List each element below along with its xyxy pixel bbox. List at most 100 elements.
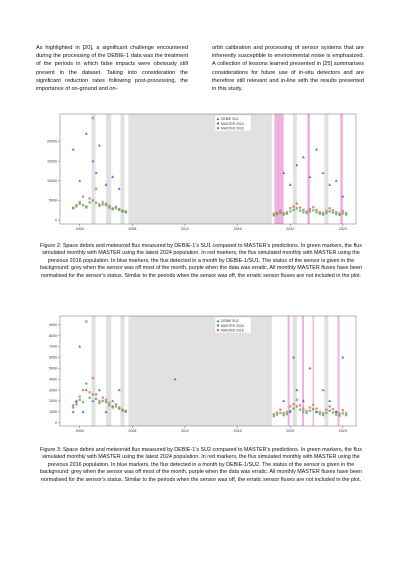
sensor-off-band	[324, 114, 329, 224]
flux-point	[124, 410, 128, 414]
flux-point	[311, 407, 315, 411]
flux-point	[275, 413, 279, 416]
sensor-off-band	[292, 114, 297, 224]
flux-point	[315, 407, 318, 410]
y-tick-label: 0	[55, 421, 57, 425]
flux-point	[71, 206, 75, 210]
flux-point	[111, 175, 115, 178]
flux-point	[85, 320, 88, 323]
flux-point	[301, 399, 305, 403]
flux-point	[117, 208, 121, 212]
flux-point	[295, 388, 299, 392]
flux-point	[344, 213, 348, 216]
legend-marker	[216, 127, 220, 130]
flux-point	[325, 211, 328, 215]
flux-point	[334, 212, 338, 216]
flux-point	[85, 382, 88, 385]
flux-point	[331, 211, 335, 214]
flux-point	[285, 410, 289, 414]
legend-marker	[216, 329, 220, 332]
flux-point	[84, 388, 88, 392]
x-tick-label: 2012	[181, 429, 189, 433]
flux-point	[279, 408, 282, 411]
y-tick-label: 1000	[49, 410, 57, 414]
flux-point	[75, 205, 78, 208]
flux-point	[101, 203, 105, 206]
flux-point	[114, 206, 118, 210]
flux-point	[341, 408, 345, 412]
flux-point	[298, 209, 302, 212]
flux-point	[334, 410, 338, 413]
x-tick-label: 2024	[339, 227, 347, 231]
figure-2-caption: Figure 2: Space debris and meteoroid flu…	[39, 243, 362, 279]
flux-point	[308, 409, 312, 413]
legend-label: DEBIE SU2	[221, 319, 239, 323]
flux-point	[75, 402, 78, 406]
legend-label: MASTER 2024	[221, 324, 244, 328]
flux-point	[272, 412, 276, 416]
flux-point	[318, 410, 322, 414]
flux-point	[318, 212, 322, 216]
flux-point	[325, 411, 328, 415]
flux-point	[275, 212, 279, 216]
x-tick-label: 2016	[234, 429, 242, 433]
flux-point	[295, 163, 299, 167]
flux-point	[101, 396, 105, 399]
flux-point	[78, 179, 82, 182]
flux-point	[275, 411, 279, 414]
flux-point	[321, 413, 325, 417]
flux-point	[114, 402, 118, 406]
flux-point	[311, 403, 315, 407]
flux-point	[334, 210, 338, 214]
flux-point	[321, 388, 325, 392]
flux-point	[78, 344, 82, 348]
legend-box	[214, 316, 252, 334]
flux-point	[318, 412, 322, 416]
flux-point	[91, 199, 95, 202]
flux-point	[94, 187, 98, 190]
y-tick-label: 0	[55, 218, 57, 222]
flux-point	[279, 209, 282, 212]
flux-point	[121, 210, 124, 213]
figure-2-chart: 0 5000 10000 15000 20000 2004 2008 2012 2016 2020…	[47, 113, 357, 231]
flux-point	[341, 355, 345, 359]
y-tick-label: 6000	[49, 356, 57, 360]
y-tick-label: 5000	[49, 199, 57, 203]
sensor-off-band	[91, 316, 96, 426]
flux-point	[305, 211, 308, 215]
x-tick-label: 2004	[76, 227, 84, 231]
flux-point	[98, 401, 101, 405]
flux-point	[279, 411, 282, 415]
flux-point	[74, 399, 78, 403]
flux-point	[311, 208, 315, 212]
flux-point	[315, 210, 318, 214]
flux-point	[295, 206, 299, 210]
flux-point	[331, 407, 335, 411]
x-tick-label: 2016	[234, 227, 242, 231]
flux-point	[308, 210, 312, 213]
text-right: orbit calibration and processing of sens…	[212, 45, 364, 93]
flux-point	[298, 206, 302, 209]
y-tick-label: 9000	[49, 323, 57, 327]
flux-point	[321, 171, 325, 175]
flux-point	[308, 366, 312, 370]
flux-point	[121, 409, 124, 413]
flux-point	[295, 202, 299, 205]
x-tick-label: 2004	[76, 429, 84, 433]
flux-point	[328, 409, 331, 413]
flux-point	[328, 183, 332, 186]
sensor-off-band	[324, 316, 329, 426]
flux-point	[282, 399, 286, 403]
flux-point	[81, 388, 85, 392]
figure-3-chart: 0 1000 2000 3000 4000 5000 6000 7000 8000 9000 200…	[49, 315, 357, 433]
y-tick-label: 2000	[49, 399, 57, 403]
flux-point	[288, 210, 292, 213]
legend-label: MASTER 2016	[221, 328, 244, 332]
erratic-band	[337, 316, 340, 426]
legend-marker	[216, 319, 220, 322]
y-tick-label: 4000	[49, 377, 57, 381]
erratic-band	[312, 316, 314, 426]
flux-point	[341, 194, 345, 198]
flux-point	[282, 171, 286, 175]
flux-point	[288, 206, 292, 210]
